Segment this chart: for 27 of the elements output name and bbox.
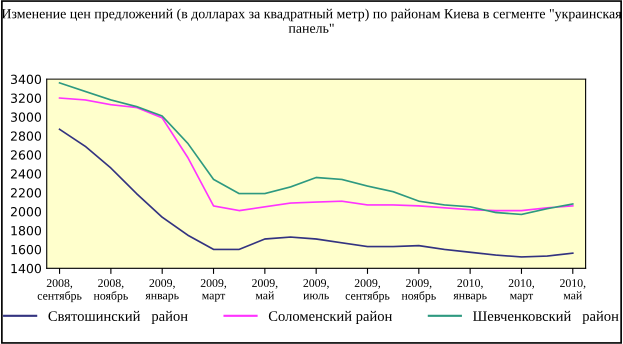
chart-title: Изменение цен предложений (в долларах за квадратный метр) по районам Киева в сегменте "украинская панель": [2, 8, 622, 33]
x-tick-label: 2009, сентябрь: [346, 279, 390, 302]
x-tick-label: 2008, ноябрь: [94, 279, 128, 302]
legend-label: Святошинский район: [48, 310, 188, 324]
x-tick-label: 2009, январь: [145, 279, 179, 302]
x-tick-label: 2009, ноябрь: [402, 279, 436, 302]
x-tick-label: 2010, январь: [453, 279, 487, 302]
x-tick-label: 2009, март: [200, 279, 226, 302]
y-tick-label: 1800: [11, 226, 42, 236]
legend-label: Шевченковский район: [472, 310, 619, 324]
x-tick-label: 2009, июль: [303, 279, 329, 300]
y-tick-label: 2600: [10, 150, 42, 160]
y-tick-label: 2000: [10, 207, 42, 216]
y-tick-label: 3000: [11, 112, 42, 122]
y-tick-label: 1400: [11, 264, 42, 274]
x-tick-label: 2009, май: [252, 279, 278, 300]
y-tick-label: 2200: [10, 188, 42, 198]
y-tick-label: 3200: [11, 94, 42, 103]
legend-label: Соломенский район: [268, 310, 392, 324]
x-tick-label: 2010, май: [560, 279, 586, 300]
y-tick-label: 2400: [10, 169, 42, 179]
y-tick-label: 1600: [11, 244, 42, 254]
x-tick-label: 2010, март: [508, 279, 534, 302]
line-series: [58, 128, 574, 258]
y-tick-label: 2800: [10, 131, 42, 141]
y-tick-label: 3400: [11, 74, 42, 84]
x-tick-label: 2008, сентябрь: [38, 279, 82, 302]
